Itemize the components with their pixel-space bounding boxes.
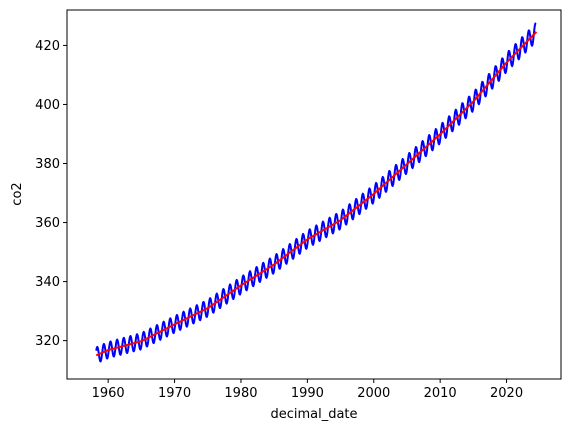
trend-co2-line bbox=[95, 31, 538, 357]
y-axis: 320 340 360 380 400 420 bbox=[35, 39, 67, 349]
y-tick-label: 420 bbox=[35, 39, 60, 54]
y-tick-label: 340 bbox=[35, 275, 60, 290]
y-axis-label: co2 bbox=[10, 182, 25, 205]
plot-frame bbox=[66, 9, 562, 380]
x-tick-label: 1990 bbox=[291, 386, 324, 401]
x-axis-label: decimal_date bbox=[270, 407, 357, 422]
y-tick-label: 380 bbox=[35, 157, 60, 172]
x-tick-label: 1980 bbox=[224, 386, 257, 401]
y-tick-label: 360 bbox=[35, 216, 60, 231]
x-tick-label: 2010 bbox=[424, 386, 457, 401]
x-axis: 1960 1970 1980 1990 2000 2010 2020 bbox=[92, 379, 523, 401]
x-tick-label: 2000 bbox=[357, 386, 390, 401]
series-layer bbox=[95, 22, 538, 363]
x-tick-label: 2020 bbox=[490, 386, 523, 401]
y-tick-label: 400 bbox=[35, 98, 60, 113]
monthly-co2-line bbox=[95, 22, 537, 363]
y-tick-label: 320 bbox=[35, 334, 60, 349]
x-tick-label: 1960 bbox=[92, 386, 125, 401]
x-tick-label: 1970 bbox=[158, 386, 191, 401]
